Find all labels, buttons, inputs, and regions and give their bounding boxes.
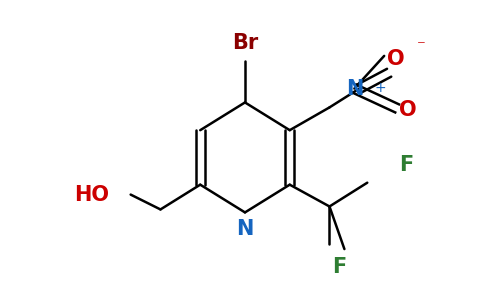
Text: +: + xyxy=(374,81,386,94)
Text: O: O xyxy=(399,100,417,120)
Text: N: N xyxy=(236,219,254,239)
Text: N: N xyxy=(346,79,363,99)
Text: ⁻: ⁻ xyxy=(417,37,426,55)
Text: HO: HO xyxy=(74,184,109,205)
Text: O: O xyxy=(387,49,405,69)
Text: Br: Br xyxy=(232,33,258,53)
Text: F: F xyxy=(333,257,347,277)
Text: F: F xyxy=(399,155,413,175)
